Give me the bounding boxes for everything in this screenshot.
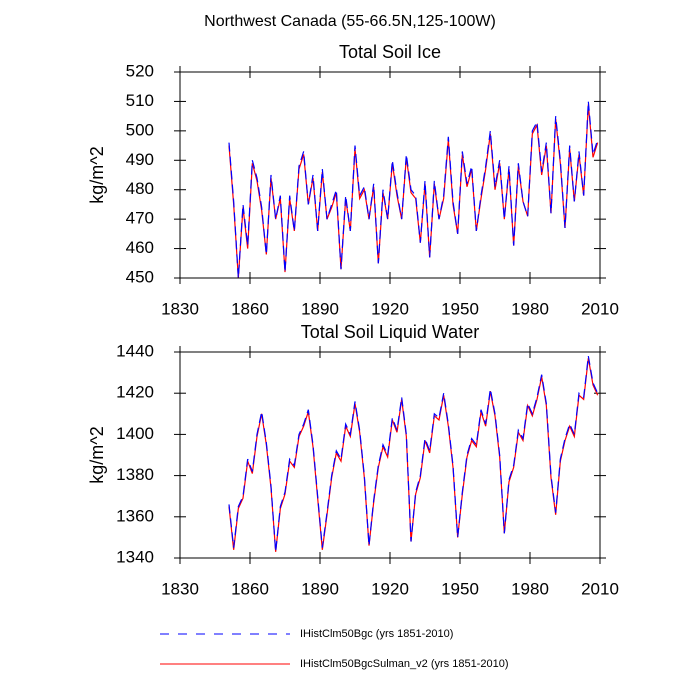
y-tick-label: 1340	[116, 547, 154, 566]
x-tick-label: 1830	[161, 299, 199, 318]
y-tick-label: 480	[126, 179, 154, 198]
panel-title: Total Soil Ice	[339, 42, 441, 62]
series-line	[228, 358, 599, 552]
x-tick-label: 1980	[511, 299, 549, 318]
plot-frame	[179, 351, 601, 559]
legend-label: IHistClm50Bgc (yrs 1851-2010)	[300, 628, 453, 640]
x-tick-label: 1860	[231, 299, 269, 318]
plot-frame	[179, 71, 601, 279]
chart-title: Northwest Canada (55-66.5N,125-100W)	[204, 13, 496, 30]
y-axis-label: kg/m^2	[87, 426, 107, 483]
y-tick-label: 450	[126, 267, 154, 286]
x-tick-label: 2010	[581, 299, 619, 318]
x-tick-label: 1950	[441, 579, 479, 598]
y-tick-label: 510	[126, 91, 154, 110]
y-tick-label: 1420	[116, 383, 154, 402]
x-tick-label: 1920	[371, 299, 409, 318]
x-tick-label: 1890	[301, 579, 339, 598]
series-line	[228, 356, 599, 552]
y-tick-label: 520	[126, 61, 154, 80]
x-tick-label: 2010	[581, 579, 619, 598]
y-tick-label: 1380	[116, 465, 154, 484]
x-tick-label: 1950	[441, 299, 479, 318]
x-tick-label: 1920	[371, 579, 409, 598]
legend-label: IHistClm50BgcSulman_v2 (yrs 1851-2010)	[300, 658, 508, 670]
panel-title: Total Soil Liquid Water	[301, 322, 479, 342]
y-tick-label: 460	[126, 238, 154, 257]
y-tick-label: 500	[126, 120, 154, 139]
y-tick-label: 1440	[116, 341, 154, 360]
x-tick-label: 1830	[161, 579, 199, 598]
series-line	[228, 104, 599, 279]
y-tick-label: 1360	[116, 506, 154, 525]
x-tick-label: 1860	[231, 579, 269, 598]
series-line	[228, 101, 599, 279]
y-axis-label: kg/m^2	[87, 146, 107, 203]
y-tick-label: 490	[126, 150, 154, 169]
x-tick-label: 1980	[511, 579, 549, 598]
x-tick-label: 1890	[301, 299, 339, 318]
y-tick-label: 470	[126, 209, 154, 228]
y-tick-label: 1400	[116, 424, 154, 443]
